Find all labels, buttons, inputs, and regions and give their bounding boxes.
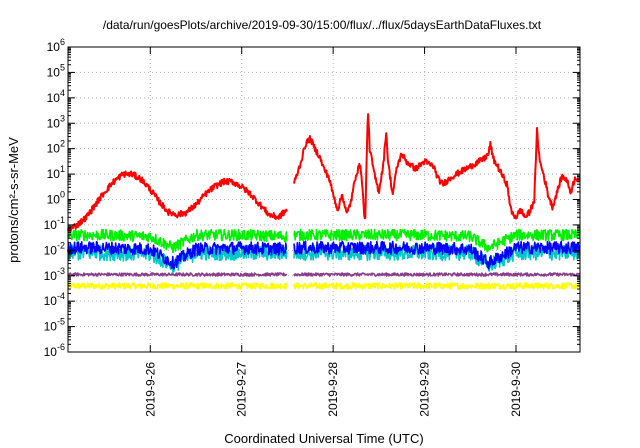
y-tick-label-exponent: -4 [57,291,65,301]
y-tick-label-base: 10 [47,40,61,54]
y-tick-label: 102 [47,139,65,156]
y-tick-label-exponent: 3 [60,113,65,123]
y-tick-label: 103 [47,113,65,130]
series-line [67,170,288,233]
series-line [293,228,581,253]
series-line [293,113,581,220]
x-tick-label: 2019-9-30 [509,362,523,417]
axes: 10610510410310210110010-110-210-310-410-… [44,37,580,417]
series-line [293,240,581,270]
chart-title: /data/run/goesPlots/archive/2019-09-30/1… [103,18,542,32]
y-tick-label-exponent: 6 [60,37,65,47]
y-tick-label-base: 10 [44,218,58,232]
y-tick-label: 10-2 [44,240,65,257]
y-tick-label: 104 [47,88,65,105]
y-tick-label-base: 10 [47,142,61,156]
x-tick-label: 2019-9-29 [418,362,432,417]
y-tick-label-exponent: 5 [60,62,65,72]
y-tick-label-base: 10 [47,116,61,130]
y-tick-label-exponent: 1 [60,164,65,174]
series-line [293,272,581,277]
y-tick-label-exponent: 0 [60,190,65,200]
y-tick-label-base: 10 [44,345,58,359]
y-tick-label-exponent: -2 [57,240,65,250]
y-tick-label-base: 10 [44,294,58,308]
y-tick-label: 100 [47,190,65,207]
y-tick-label: 10-4 [44,291,65,308]
y-tick-label: 105 [47,62,65,79]
series-line [67,282,288,290]
series-line [67,272,288,277]
x-axis-label: Coordinated Universal Time (UTC) [224,431,423,446]
x-tick-label: 2019-9-27 [235,362,249,417]
y-tick-label: 10-5 [44,317,65,334]
y-tick-label-base: 10 [44,320,58,334]
data-series [67,113,581,290]
series-line [293,282,581,290]
y-tick-label-base: 10 [47,65,61,79]
y-tick-label: 10-3 [44,266,65,283]
y-tick-label: 106 [47,37,65,54]
y-tick-label: 10-1 [44,215,65,232]
y-tick-label-exponent: 2 [60,139,65,149]
y-tick-label-base: 10 [47,167,61,181]
y-tick-label: 10-6 [44,342,65,359]
y-tick-label-exponent: 4 [60,88,65,98]
y-tick-label-exponent: -5 [57,317,65,327]
y-tick-label-base: 10 [44,243,58,257]
y-tick-label-base: 10 [47,91,61,105]
y-tick-label-exponent: -3 [57,266,65,276]
y-tick-label: 101 [47,164,65,181]
y-tick-label-base: 10 [47,193,61,207]
y-tick-label-exponent: -6 [57,342,65,352]
y-tick-label-base: 10 [44,269,58,283]
series-line [67,228,288,253]
y-tick-label-exponent: -1 [57,215,65,225]
series-line [67,240,288,270]
y-axis-label: protons/cm²-s-sr-MeV [6,137,21,263]
x-tick-label: 2019-9-28 [326,362,340,417]
x-tick-label: 2019-9-26 [143,362,157,417]
